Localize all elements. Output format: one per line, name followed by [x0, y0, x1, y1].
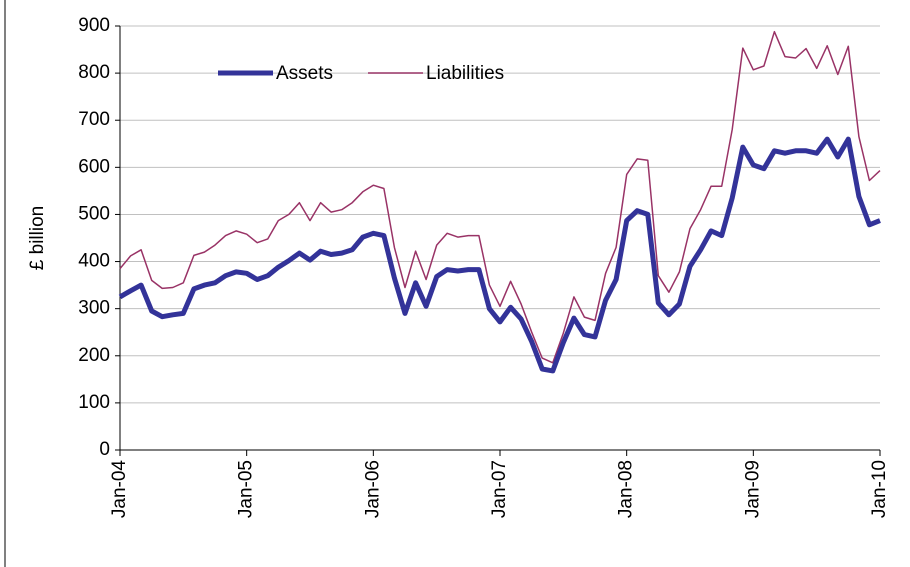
x-tick-label: Jan-05 [236, 460, 257, 518]
line-series [118, 136, 881, 374]
x-tick-label: Jan-09 [742, 460, 763, 518]
y-tick-label: 300 [78, 298, 110, 319]
legend-label: Assets [276, 63, 333, 84]
y-tick-label: 900 [78, 15, 110, 36]
y-tick-label: 200 [78, 345, 110, 366]
y-tick-label: 0 [99, 439, 110, 460]
y-tick-label: 400 [78, 251, 110, 272]
y-axis-label: £ billion [27, 206, 48, 270]
x-tick-label: Jan-07 [489, 460, 510, 518]
line-series [119, 30, 881, 364]
y-tick-label: 700 [78, 109, 110, 130]
x-tick-label: Jan-04 [109, 460, 130, 519]
x-tick-label: Jan-10 [869, 460, 890, 518]
legend-label: Liabilities [426, 63, 504, 84]
x-tick-label: Jan-08 [616, 460, 637, 518]
y-tick-label: 100 [78, 392, 110, 413]
y-tick-label: 500 [78, 203, 110, 224]
y-tick-label: 800 [78, 62, 110, 83]
x-tick-label: Jan-06 [362, 460, 383, 518]
y-tick-label: 600 [78, 156, 110, 177]
